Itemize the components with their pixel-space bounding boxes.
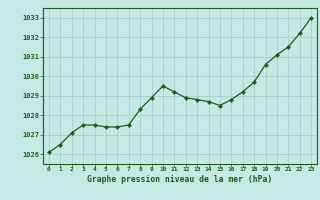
- X-axis label: Graphe pression niveau de la mer (hPa): Graphe pression niveau de la mer (hPa): [87, 175, 273, 184]
